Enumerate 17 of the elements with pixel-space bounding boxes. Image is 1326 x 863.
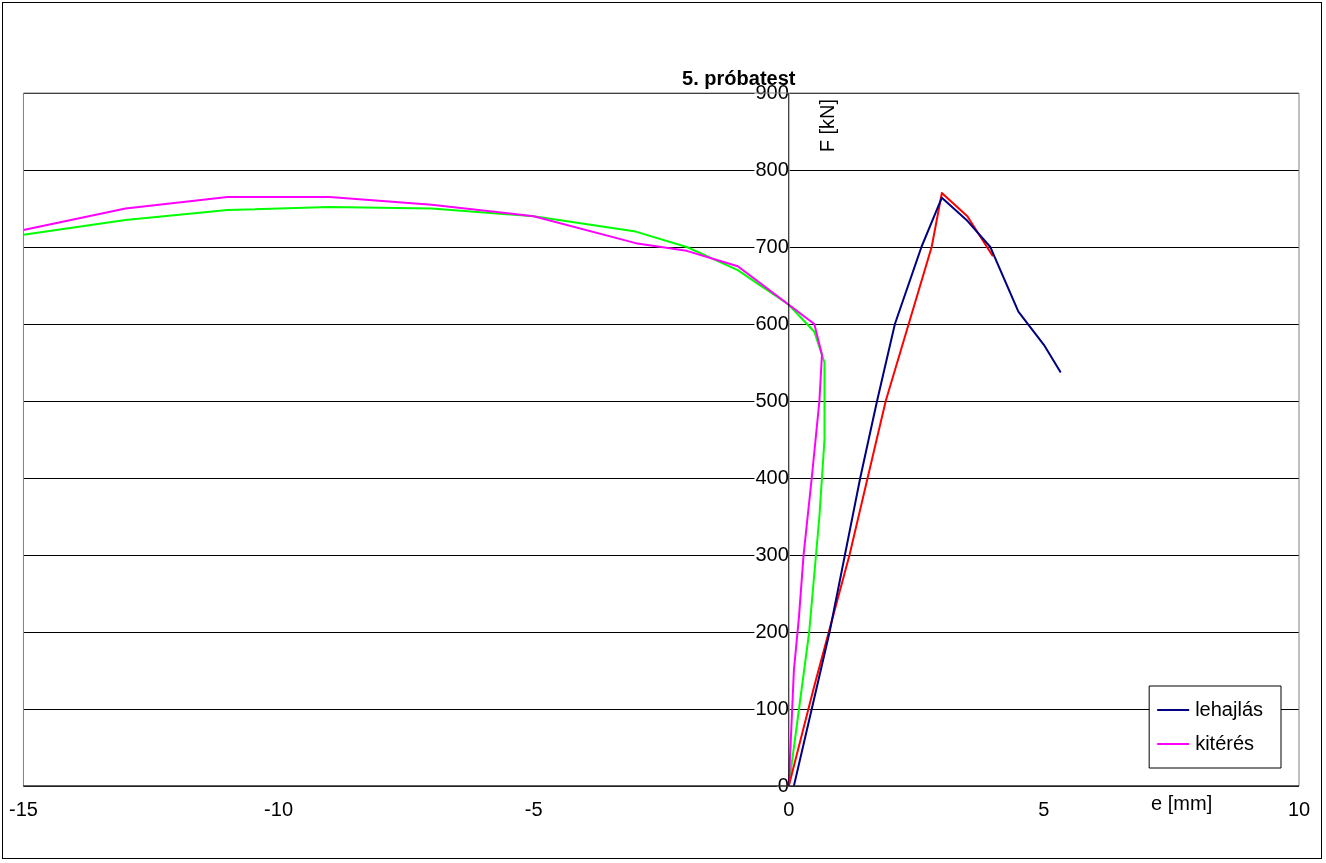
y-tick-label: 700 bbox=[755, 234, 789, 257]
y-tick-label: 400 bbox=[755, 465, 789, 488]
y-tick-label: 800 bbox=[755, 157, 789, 180]
legend-label: lehajlás bbox=[1195, 697, 1264, 720]
x-tick-label: -5 bbox=[524, 797, 543, 820]
x-tick-label: -10 bbox=[264, 797, 294, 820]
y-tick-label: 300 bbox=[755, 542, 789, 565]
y-tick-label: 500 bbox=[755, 388, 789, 411]
y-tick-label: 200 bbox=[755, 619, 789, 642]
y-axis-title: F [kN] bbox=[816, 99, 839, 153]
x-tick-label: 10 bbox=[1287, 797, 1311, 820]
y-tick-label: 100 bbox=[755, 696, 789, 719]
x-axis-title: e [mm] bbox=[1151, 791, 1213, 814]
legend-label: kitérés bbox=[1195, 731, 1255, 754]
y-tick-label: 600 bbox=[755, 311, 789, 334]
x-tick-label: -15 bbox=[9, 797, 38, 820]
x-tick-label: 5 bbox=[1038, 797, 1050, 820]
